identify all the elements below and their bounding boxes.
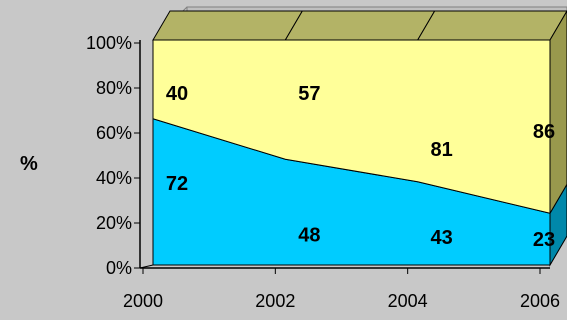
data-label: 81 [431,139,453,161]
y-tick-label: 0% [106,258,132,278]
top-face-segment [416,10,567,41]
data-label: 23 [533,229,555,251]
y-tick-label: 60% [96,123,132,143]
axis-corner [139,264,154,269]
top-face-segment [284,10,436,41]
x-tick-label: 2002 [255,291,295,311]
data-label: 48 [298,225,320,247]
y-tick-label: 100% [86,33,132,53]
y-tick-label: 40% [96,168,132,188]
side-face-series-0 [549,183,567,267]
x-tick-label: 2004 [388,291,428,311]
data-label: 86 [533,121,555,143]
x-tick-label: 2000 [123,291,163,311]
data-label: 72 [166,173,188,195]
side-face-series-1 [549,10,567,216]
data-label: 43 [431,227,453,249]
y-tick-label: 80% [96,78,132,98]
y-axis-label: % [20,153,38,175]
data-label: 40 [166,83,188,105]
y-tick-label: 20% [96,213,132,233]
top-face-segment [152,10,304,41]
data-label: 57 [298,83,320,105]
x-tick-label: 2006 [520,291,560,311]
